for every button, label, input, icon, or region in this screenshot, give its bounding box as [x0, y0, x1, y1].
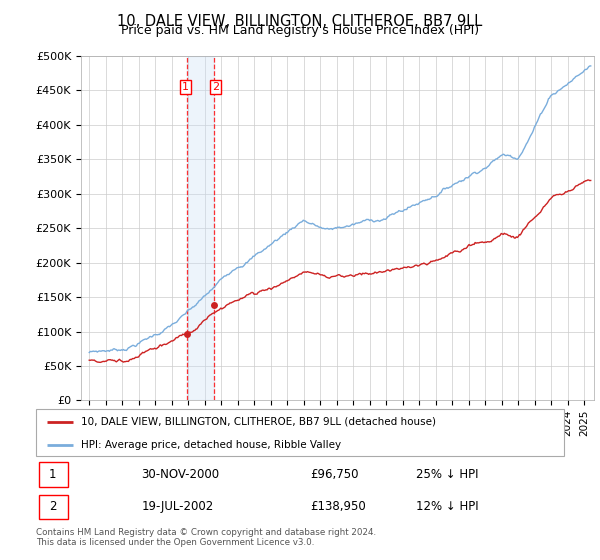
Text: 25% ↓ HPI: 25% ↓ HPI [416, 468, 479, 481]
Text: 10, DALE VIEW, BILLINGTON, CLITHEROE, BB7 9LL: 10, DALE VIEW, BILLINGTON, CLITHEROE, BB… [118, 14, 482, 29]
Text: Price paid vs. HM Land Registry's House Price Index (HPI): Price paid vs. HM Land Registry's House … [121, 24, 479, 37]
Text: 2: 2 [212, 82, 219, 92]
Bar [187, 56, 214, 400]
FancyBboxPatch shape [36, 409, 564, 456]
FancyBboxPatch shape [38, 494, 68, 519]
Text: 12% ↓ HPI: 12% ↓ HPI [416, 500, 479, 514]
Text: 2: 2 [49, 500, 56, 514]
Text: HPI: Average price, detached house, Ribble Valley: HPI: Average price, detached house, Ribb… [81, 440, 341, 450]
Text: 1: 1 [49, 468, 56, 481]
Text: 19-JUL-2002: 19-JUL-2002 [142, 500, 214, 514]
FancyBboxPatch shape [38, 463, 68, 487]
Text: 1: 1 [182, 82, 189, 92]
Text: £96,750: £96,750 [311, 468, 359, 481]
Text: 10, DALE VIEW, BILLINGTON, CLITHEROE, BB7 9LL (detached house): 10, DALE VIEW, BILLINGTON, CLITHEROE, BB… [81, 417, 436, 427]
Text: £138,950: £138,950 [311, 500, 367, 514]
Text: Contains HM Land Registry data © Crown copyright and database right 2024.
This d: Contains HM Land Registry data © Crown c… [36, 528, 376, 547]
Text: 30-NOV-2000: 30-NOV-2000 [142, 468, 220, 481]
